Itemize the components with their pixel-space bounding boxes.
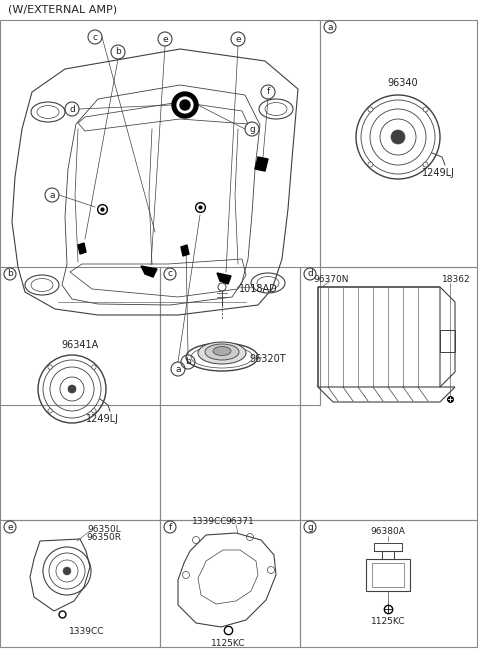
Text: 96370N: 96370N [313, 275, 348, 284]
Text: b: b [185, 357, 191, 367]
Polygon shape [217, 273, 231, 284]
Text: c: c [93, 32, 97, 41]
Text: e: e [7, 522, 13, 532]
Polygon shape [255, 157, 268, 171]
Text: 96341A: 96341A [61, 340, 98, 350]
Bar [440, 330, 455, 352]
Text: 1249LJ: 1249LJ [421, 168, 455, 178]
Text: c: c [168, 269, 172, 279]
Text: d: d [69, 104, 75, 114]
Text: 1125KC: 1125KC [371, 616, 405, 625]
Text: d: d [307, 269, 313, 279]
Polygon shape [181, 245, 189, 256]
Bar [160, 520, 300, 647]
Text: e: e [235, 35, 241, 43]
Bar [160, 267, 300, 520]
Bar [300, 267, 477, 520]
Polygon shape [78, 243, 86, 254]
Ellipse shape [198, 342, 246, 364]
Circle shape [176, 96, 194, 114]
Bar [0, 520, 160, 647]
Text: 96340: 96340 [388, 78, 418, 88]
Bar [300, 520, 477, 647]
Circle shape [423, 162, 428, 167]
Text: f: f [168, 522, 172, 532]
Ellipse shape [205, 344, 239, 360]
Text: 1018AD: 1018AD [239, 284, 277, 294]
Text: a: a [49, 191, 55, 200]
Text: 1339CC: 1339CC [69, 627, 105, 635]
Text: g: g [307, 522, 313, 532]
Bar [366, 559, 410, 591]
Text: 1249LJ: 1249LJ [85, 414, 119, 424]
Ellipse shape [213, 346, 231, 355]
Text: b: b [115, 47, 121, 57]
Text: a: a [175, 365, 181, 373]
Text: b: b [7, 269, 13, 279]
Circle shape [48, 365, 52, 369]
Text: a: a [327, 22, 333, 32]
Text: 96350R: 96350R [86, 533, 121, 541]
Circle shape [172, 92, 198, 118]
Circle shape [368, 107, 373, 112]
Text: 96380A: 96380A [371, 526, 406, 535]
Circle shape [68, 385, 76, 393]
Text: f: f [266, 87, 270, 97]
Text: 1125KC: 1125KC [211, 639, 245, 648]
Circle shape [180, 100, 190, 110]
Polygon shape [141, 266, 157, 277]
Circle shape [423, 107, 428, 112]
Circle shape [391, 130, 405, 144]
Text: 18362: 18362 [442, 275, 470, 284]
Text: g: g [249, 124, 255, 133]
Bar [320, 20, 477, 267]
Circle shape [63, 567, 71, 575]
Bar [0, 20, 320, 405]
Text: e: e [162, 35, 168, 43]
Text: 1339CC: 1339CC [192, 516, 228, 526]
Circle shape [48, 409, 52, 413]
Circle shape [92, 409, 96, 413]
Circle shape [92, 365, 96, 369]
Text: 96320T: 96320T [250, 354, 286, 364]
Text: (W/EXTERNAL AMP): (W/EXTERNAL AMP) [8, 4, 117, 14]
Text: 96371: 96371 [226, 516, 254, 526]
Bar [0, 267, 160, 520]
Text: 96350L: 96350L [87, 524, 121, 533]
Circle shape [368, 162, 373, 167]
Bar [372, 563, 404, 587]
